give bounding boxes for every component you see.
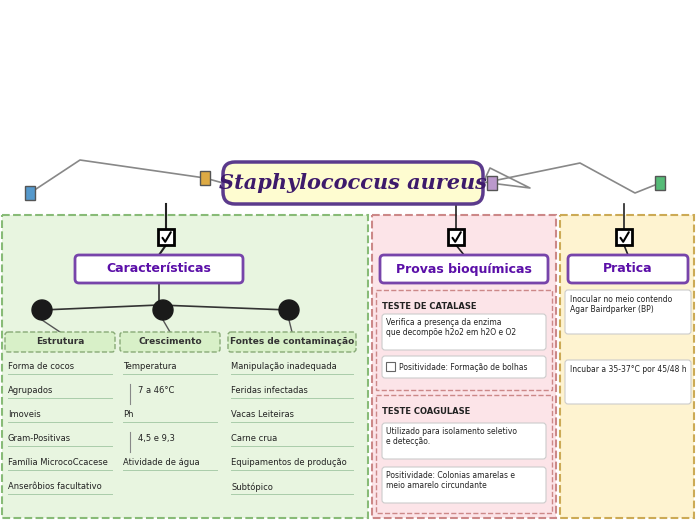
FancyBboxPatch shape — [382, 314, 546, 350]
Text: Imoveis: Imoveis — [8, 410, 41, 419]
Text: Feridas infectadas: Feridas infectadas — [231, 386, 308, 395]
Text: Crescimento: Crescimento — [139, 337, 202, 346]
FancyBboxPatch shape — [120, 332, 220, 352]
Text: Incubar a 35-37°C por 45/48 h: Incubar a 35-37°C por 45/48 h — [570, 365, 687, 374]
Text: Agrupados: Agrupados — [8, 386, 54, 395]
Text: Manipulação inadequada: Manipulação inadequada — [231, 362, 337, 371]
Bar — [487, 176, 497, 190]
FancyBboxPatch shape — [382, 467, 546, 503]
FancyBboxPatch shape — [568, 255, 688, 283]
FancyBboxPatch shape — [382, 356, 546, 378]
Text: Temperatura: Temperatura — [123, 362, 177, 371]
FancyBboxPatch shape — [382, 423, 546, 459]
Text: Estrutura: Estrutura — [35, 337, 84, 346]
FancyBboxPatch shape — [565, 360, 691, 404]
Text: Inocular no meio contendo
Agar Bairdparker (BP): Inocular no meio contendo Agar Bairdpark… — [570, 295, 672, 315]
Text: Staphylococcus aureus: Staphylococcus aureus — [219, 173, 487, 193]
Text: Verifica a presença da enzima
que decompõe h2o2 em h2O e O2: Verifica a presença da enzima que decomp… — [386, 318, 516, 337]
Text: Carne crua: Carne crua — [231, 434, 277, 443]
FancyBboxPatch shape — [223, 162, 483, 204]
Bar — [616, 229, 632, 245]
FancyBboxPatch shape — [75, 255, 243, 283]
FancyBboxPatch shape — [228, 332, 356, 352]
Text: 7 a 46°C: 7 a 46°C — [138, 386, 175, 395]
Bar — [655, 176, 665, 190]
Text: Positividade: Formação de bolhas: Positividade: Formação de bolhas — [399, 362, 528, 371]
Bar — [560, 215, 694, 518]
Text: TESTE COAGULASE: TESTE COAGULASE — [382, 407, 470, 416]
Text: Positividade: Colonias amarelas e
meio amarelo circundante: Positividade: Colonias amarelas e meio a… — [386, 471, 515, 490]
FancyBboxPatch shape — [565, 290, 691, 334]
Text: TESTE DE CATALASE: TESTE DE CATALASE — [382, 302, 477, 311]
FancyBboxPatch shape — [380, 255, 548, 283]
Circle shape — [32, 300, 52, 320]
Text: Anserôbios facultativo: Anserôbios facultativo — [8, 482, 102, 491]
Text: Subtópico: Subtópico — [231, 482, 273, 491]
Bar — [376, 290, 552, 390]
Text: Características: Características — [106, 263, 212, 276]
Text: Forma de cocos: Forma de cocos — [8, 362, 74, 371]
Text: Provas bioquímicas: Provas bioquímicas — [396, 263, 532, 276]
Circle shape — [153, 300, 173, 320]
Circle shape — [279, 300, 299, 320]
Text: Ph: Ph — [123, 410, 134, 419]
Text: 4,5 e 9,3: 4,5 e 9,3 — [138, 434, 175, 443]
FancyBboxPatch shape — [5, 332, 115, 352]
Bar — [448, 229, 464, 245]
Text: Equipamentos de produção: Equipamentos de produção — [231, 458, 347, 467]
Text: Pratica: Pratica — [603, 263, 653, 276]
Bar — [158, 229, 174, 245]
Bar — [372, 215, 556, 518]
Text: Família MicrocoCcacese: Família MicrocoCcacese — [8, 458, 108, 467]
Text: Gram-Positivas: Gram-Positivas — [8, 434, 71, 443]
Text: Fontes de contaminação: Fontes de contaminação — [230, 337, 354, 346]
Bar — [376, 395, 552, 513]
Text: Utilizado para isolamento seletivo
e detecção.: Utilizado para isolamento seletivo e det… — [386, 427, 517, 446]
Bar — [200, 171, 210, 185]
Text: Vacas Leiteiras: Vacas Leiteiras — [231, 410, 294, 419]
Bar — [386, 362, 395, 371]
Bar — [2, 215, 368, 518]
Text: Atividade de água: Atividade de água — [123, 458, 200, 467]
Bar — [25, 186, 35, 200]
